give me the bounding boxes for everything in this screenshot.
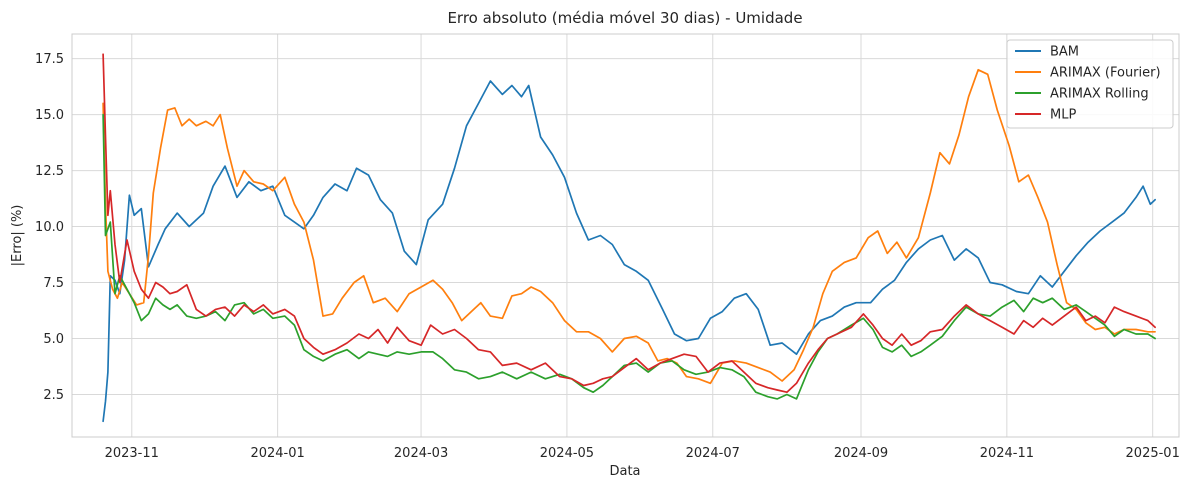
x-tick-label: 2023-11: [105, 446, 159, 461]
legend: BAM ARIMAX (Fourier) ARIMAX Rolling MLP: [1006, 39, 1174, 129]
legend-label: ARIMAX Rolling: [1050, 87, 1149, 102]
plot-frame: [71, 33, 1180, 438]
x-axis-title: Data: [609, 464, 640, 479]
series-line-3: [102, 53, 1156, 394]
legend-label: BAM: [1050, 45, 1079, 60]
y-tick-label: 2.5: [43, 388, 64, 403]
y-tick-label: 17.5: [35, 52, 64, 67]
legend-box: [1006, 39, 1174, 129]
y-tick-label: 10.0: [35, 220, 64, 235]
y-axis-title: |Erro| (%): [10, 205, 25, 267]
y-tick-label: 7.5: [43, 276, 64, 291]
x-axis: 2023-11 2024-01 2024-03 2024-05 2024-07 2024-…: [105, 446, 1180, 461]
x-tick-label: 2024-03: [394, 446, 448, 461]
legend-label: ARIMAX (Fourier): [1050, 66, 1161, 81]
x-tick-label: 2024-11: [980, 446, 1034, 461]
series-layer: [102, 53, 1156, 423]
y-tick-label: 5.0: [43, 332, 64, 347]
x-tick-label: 2024-07: [686, 446, 740, 461]
x-tick-label: 2024-05: [540, 446, 594, 461]
series-line-0: [102, 80, 1156, 423]
y-tick-label: 15.0: [35, 108, 64, 123]
y-tick-label: 12.5: [35, 164, 64, 179]
chart-title: Erro absoluto (média móvel 30 dias) - Um…: [447, 9, 802, 27]
y-axis: 2.5 5.0 7.5 10.0 12.5 15.0 17.5: [35, 52, 64, 403]
x-tick-label: 2024-01: [250, 446, 304, 461]
x-tick-label: 2024-09: [834, 446, 888, 461]
legend-label: MLP: [1050, 108, 1076, 123]
x-tick-label: 2025-01: [1126, 446, 1180, 461]
series-line-1: [102, 68, 1156, 385]
